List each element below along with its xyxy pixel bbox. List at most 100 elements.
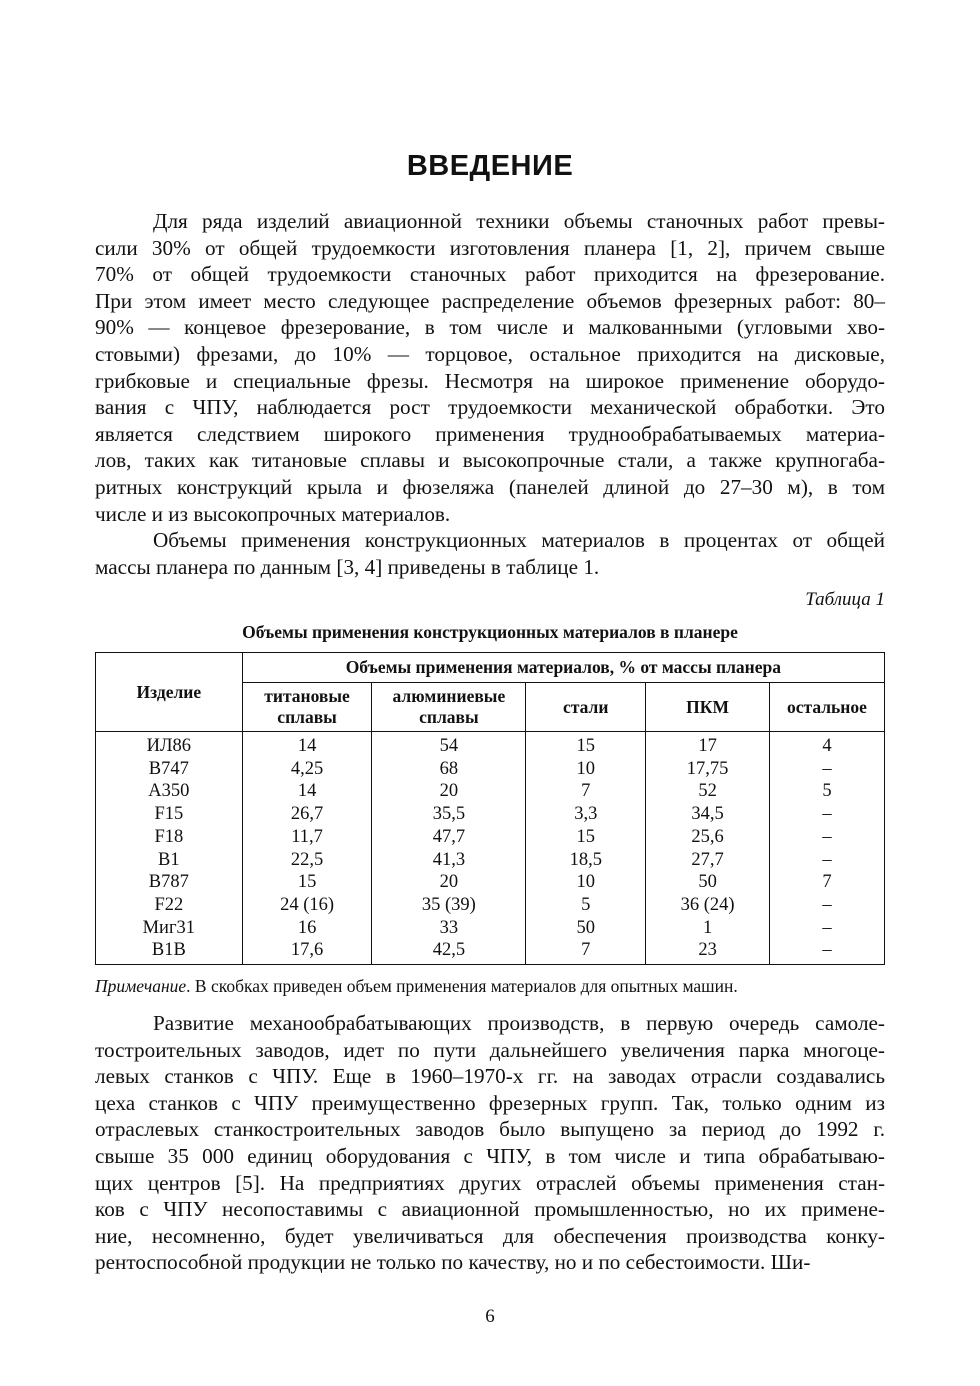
value-cell: – [768,848,886,872]
value-cell: 23 [645,939,770,966]
aircraft-cell: B1 [95,848,243,872]
table-row: F22 24 (16) 35 (39) 5 36 (24) – [95,893,886,917]
value-cell: 5 [768,780,886,804]
value-cell: 4 [768,731,886,758]
column-header-line: стали [563,696,609,717]
text-line: массы планера по данным [3, 4] приведены… [95,554,600,579]
text-line: ков с ЧПУ несопоставимы с авиационной пр… [95,1197,885,1222]
column-header-line: сплавы [277,707,337,727]
aircraft-cell: B1B [95,939,243,966]
text-line: левых станков с ЧПУ. Еще в 1960–1970-х г… [95,1064,885,1089]
aircraft-cell: F18 [95,825,243,849]
value-cell: 50 [645,871,770,894]
value-cell: 22,5 [241,848,373,872]
table-title: Объемы применения конструкционных матери… [242,622,738,642]
value-cell: 25,6 [645,825,770,849]
value-cell: 34,5 [645,803,770,826]
text-line: Развитие механообрабатывающих производст… [153,1011,885,1035]
column-header: ПКМ [645,682,770,732]
value-cell: 20 [371,871,527,894]
value-cell: 17,75 [645,757,770,781]
materials-table: Изделие Объемы применения материалов, % … [95,652,886,966]
value-cell: 10 [525,871,647,894]
value-cell: 7 [768,871,886,894]
text-line: тостроительных заводов, идет по пути дал… [95,1037,885,1062]
aircraft-cell: F22 [95,893,243,917]
column-header: алюминиевые сплавы [371,682,527,732]
aircraft-cell: B787 [95,871,243,894]
value-cell: 20 [371,780,527,804]
text-line: вания с ЧПУ, наблюдается рост трудоемкос… [95,395,885,420]
value-cell: 33 [371,916,527,940]
value-cell: 42,5 [371,939,527,966]
text-line: является следствием широкого применения … [95,421,885,446]
table-row: B787 15 20 10 50 7 [95,871,886,894]
paragraph-table-reference: Объемы применения конструкционных матери… [95,527,885,580]
table-row: B1 22,5 41,3 18,5 27,7– [95,848,886,872]
table-row: A350 14 20 7 52 5 [95,780,886,804]
aircraft-cell: ИЛ86 [95,731,243,758]
column-header-line: сплавы [419,707,479,727]
value-cell: 15 [525,825,647,849]
value-cell: 18,5 [525,848,647,872]
text-line: 90% — концевое фрезерование, в том числе… [95,315,885,340]
note-text: . В скобках приведен объем применения ма… [186,976,738,996]
value-cell: 14 [241,780,373,804]
text-line: щих центров [5]. На предприятиях других … [95,1170,885,1195]
value-cell: 35,5 [371,803,527,826]
table-row: F15 26,7 35,5 3,3 34,5– [95,803,886,826]
value-cell: 24 (16) [241,893,373,917]
text-line: При этом имеет место следующее распредел… [95,288,885,313]
page-heading: ВВЕДЕНИЕ [406,150,574,182]
table-row: B1B 17,6 42,5 7 23– [95,939,886,966]
column-header: остальное [768,682,886,732]
value-cell: 47,7 [371,825,527,849]
table-note: Примечание. В скобках приведен объем при… [95,976,738,997]
value-cell: 1 [645,916,770,940]
text-line: грибковые и специальные фрезы. Несмотря … [95,368,885,393]
value-cell: 5 [525,893,647,917]
value-cell: 35 (39) [371,893,527,917]
text-line: отраслевых станкостроительных заводов бы… [95,1117,885,1142]
text-line: стовыми) фрезами, до 10% — торцовое, ост… [95,341,885,366]
value-cell: 10 [525,757,647,781]
table-number: Таблица 1 [805,589,885,610]
column-header: титановые сплавы [241,682,373,732]
value-cell: 36 (24) [645,893,770,917]
aircraft-cell: F15 [95,803,243,826]
paragraph-intro: Для ряда изделий авиационной техники объ… [95,208,885,527]
paragraph-development: Развитие механообрабатывающих производст… [95,1010,885,1276]
value-cell: 3,3 [525,803,647,826]
column-header-line: алюминиевые [392,686,506,706]
page-number: 6 [485,1306,495,1327]
text-line: Объемы применения конструкционных матери… [153,528,885,552]
value-cell: 27,7 [645,848,770,872]
table-row: ИЛ86 14 54 15 17 4 [95,731,886,758]
value-cell: – [768,803,886,826]
text-line: сили 30% от общей трудоемкости изготовле… [95,235,885,260]
value-cell: – [768,893,886,917]
value-cell: 7 [525,780,647,804]
text-line: Для ряда изделий авиационной техники объ… [153,209,885,233]
value-cell: 17,6 [241,939,373,966]
table-row: F18 11,7 47,7 15 25,6– [95,825,886,849]
group-header: Объемы применения материалов, % от массы… [241,652,886,683]
value-cell: – [768,757,886,781]
text-line: ритных конструкций крыла и фюзеляжа (пан… [95,474,885,499]
value-cell: – [768,825,886,849]
note-label: Примечание [95,976,187,996]
text-line: рентоспособной продукции не только по ка… [95,1250,811,1275]
text-line: цеха станков с ЧПУ преимущественно фрезе… [95,1090,885,1115]
row-header: Изделие [95,652,243,732]
value-cell: 26,7 [241,803,373,826]
column-header: стали [525,682,647,732]
value-cell: 17 [645,731,770,758]
column-header-line: титановые [264,686,350,706]
table-row: Миг31 16 33 50 1– [95,916,886,940]
value-cell: 7 [525,939,647,966]
aircraft-cell: Миг31 [95,916,243,940]
text-line: 70% от общей трудоемкости станочных рабо… [95,262,885,287]
value-cell: 11,7 [241,825,373,849]
value-cell: – [768,939,886,966]
value-cell: 16 [241,916,373,940]
